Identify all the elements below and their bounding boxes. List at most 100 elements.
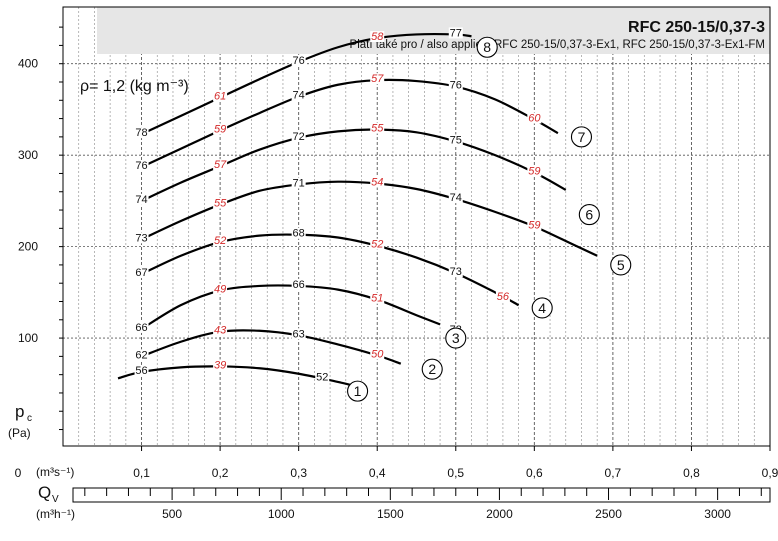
curve-number: 1 bbox=[354, 383, 362, 399]
label-gap bbox=[370, 73, 385, 85]
label-gap bbox=[213, 90, 228, 102]
noise-level-label: 56 bbox=[497, 291, 510, 303]
label-gap bbox=[370, 122, 385, 134]
xlabel-sub: V bbox=[52, 494, 59, 505]
label-gap bbox=[448, 27, 463, 39]
x-unit-top: (m³s⁻¹) bbox=[36, 465, 74, 479]
speed-curve-8 bbox=[141, 32, 472, 136]
x-tick-label: 0,4 bbox=[369, 466, 386, 480]
label-gap bbox=[370, 31, 385, 43]
label-gap bbox=[134, 232, 149, 244]
efficiency-label: 63 bbox=[293, 328, 305, 340]
label-gap bbox=[448, 79, 463, 91]
curve-number-marker bbox=[570, 126, 593, 148]
x2-tick-label: 1500 bbox=[377, 507, 404, 521]
efficiency-label: 74 bbox=[293, 90, 305, 102]
curve-number-marker bbox=[421, 358, 443, 380]
label-gap bbox=[291, 177, 306, 189]
noise-level-label: 59 bbox=[528, 166, 540, 178]
x2-tick-label: 2000 bbox=[486, 507, 513, 521]
efficiency-label: 66 bbox=[135, 322, 147, 334]
noise-level-label: 55 bbox=[371, 123, 384, 135]
noise-level-label: 51 bbox=[371, 293, 383, 305]
x-tick-label: 0,6 bbox=[526, 466, 543, 480]
x2-tick-label: 500 bbox=[162, 507, 182, 521]
label-gap bbox=[527, 219, 542, 231]
grid bbox=[59, 7, 770, 446]
y-tick-label: 100 bbox=[18, 331, 38, 345]
y-tick-label: 300 bbox=[18, 148, 38, 162]
x2-tick-label: 2500 bbox=[595, 507, 622, 521]
noise-level-label: 57 bbox=[371, 73, 384, 85]
label-gap bbox=[448, 266, 463, 278]
label-gap bbox=[134, 267, 149, 279]
ylabel-sub: c bbox=[27, 413, 32, 424]
label-gap bbox=[134, 364, 149, 376]
noise-level-label: 58 bbox=[371, 31, 384, 43]
label-gap bbox=[291, 278, 306, 290]
density-note: ρ= 1,2 (kg m⁻³) bbox=[80, 78, 189, 95]
curve-number-marker bbox=[445, 327, 467, 349]
label-gap bbox=[213, 197, 228, 209]
efficiency-label: 62 bbox=[135, 349, 147, 361]
x2-tick-label: 1000 bbox=[268, 507, 295, 521]
label-gap bbox=[291, 89, 306, 101]
label-gap bbox=[448, 192, 463, 204]
y-tick-label: 400 bbox=[18, 57, 38, 71]
speed-curve-4 bbox=[141, 233, 520, 307]
curve-labels: 5639521624363502664966517336752685273564… bbox=[134, 27, 632, 402]
secondary-axis-ticks: 500 1000 1500 2000 2500 3000 bbox=[84, 488, 762, 521]
noise-level-label: 39 bbox=[214, 359, 226, 371]
x-tick-label: 0,2 bbox=[212, 466, 229, 480]
x-tick-label: 0,7 bbox=[605, 466, 622, 480]
curve-number-marker bbox=[578, 204, 600, 226]
noise-level-label: 55 bbox=[214, 198, 227, 210]
label-gap bbox=[527, 165, 542, 177]
noise-level-label: 54 bbox=[371, 177, 383, 189]
efficiency-label: 76 bbox=[450, 80, 462, 92]
label-gap bbox=[370, 348, 385, 360]
x2-tick-label: 3000 bbox=[704, 507, 731, 521]
efficiency-label: 73 bbox=[450, 266, 462, 278]
curve-number: 6 bbox=[585, 207, 593, 223]
curves bbox=[117, 32, 598, 387]
label-gap bbox=[213, 283, 228, 295]
noise-level-label: 43 bbox=[214, 325, 227, 337]
label-gap bbox=[134, 193, 149, 205]
x-tick-label: 0,3 bbox=[290, 466, 307, 480]
label-gap bbox=[213, 123, 228, 135]
efficiency-label: 78 bbox=[135, 127, 147, 139]
efficiency-label: 56 bbox=[135, 365, 147, 377]
noise-level-label: 57 bbox=[214, 159, 227, 171]
x-unit-bottom: (m³h⁻¹) bbox=[36, 507, 75, 521]
chart-title: RFC 250-15/0,37-3 bbox=[628, 19, 765, 36]
x-tick-label: 0,1 bbox=[133, 466, 150, 480]
noise-level-label: 59 bbox=[214, 123, 226, 135]
efficiency-label: 76 bbox=[293, 55, 305, 67]
x-tick-label: 0,9 bbox=[762, 466, 778, 480]
curve-number: 4 bbox=[538, 300, 546, 316]
label-gap bbox=[134, 349, 149, 361]
speed-curve-6 bbox=[141, 128, 567, 202]
curve-number-marker bbox=[476, 36, 498, 58]
curve-number-marker bbox=[531, 297, 553, 319]
efficiency-label: 75 bbox=[450, 134, 462, 146]
label-gap bbox=[213, 235, 228, 247]
ylabel-main: p bbox=[15, 402, 24, 421]
xlabel-main: Q bbox=[38, 483, 51, 502]
y-tick-label: 200 bbox=[18, 240, 38, 254]
title-band bbox=[97, 7, 770, 54]
secondary-scale-bar bbox=[72, 487, 771, 503]
speed-curve-7 bbox=[141, 78, 559, 169]
efficiency-label: 73 bbox=[135, 232, 147, 244]
axis-ticks: 0 0,1 0,2 0,3 0,4 0,5 0,6 0,7 0,8 0,9 100 200 300 400 bbox=[15, 57, 778, 480]
label-gap bbox=[527, 112, 542, 124]
curve-number-marker bbox=[610, 254, 632, 276]
speed-curve-2 bbox=[141, 329, 402, 365]
label-gap bbox=[315, 371, 330, 383]
efficiency-label: 66 bbox=[293, 279, 305, 291]
label-gap bbox=[291, 130, 306, 142]
curve-number: 8 bbox=[483, 39, 491, 55]
label-gap bbox=[291, 54, 306, 66]
